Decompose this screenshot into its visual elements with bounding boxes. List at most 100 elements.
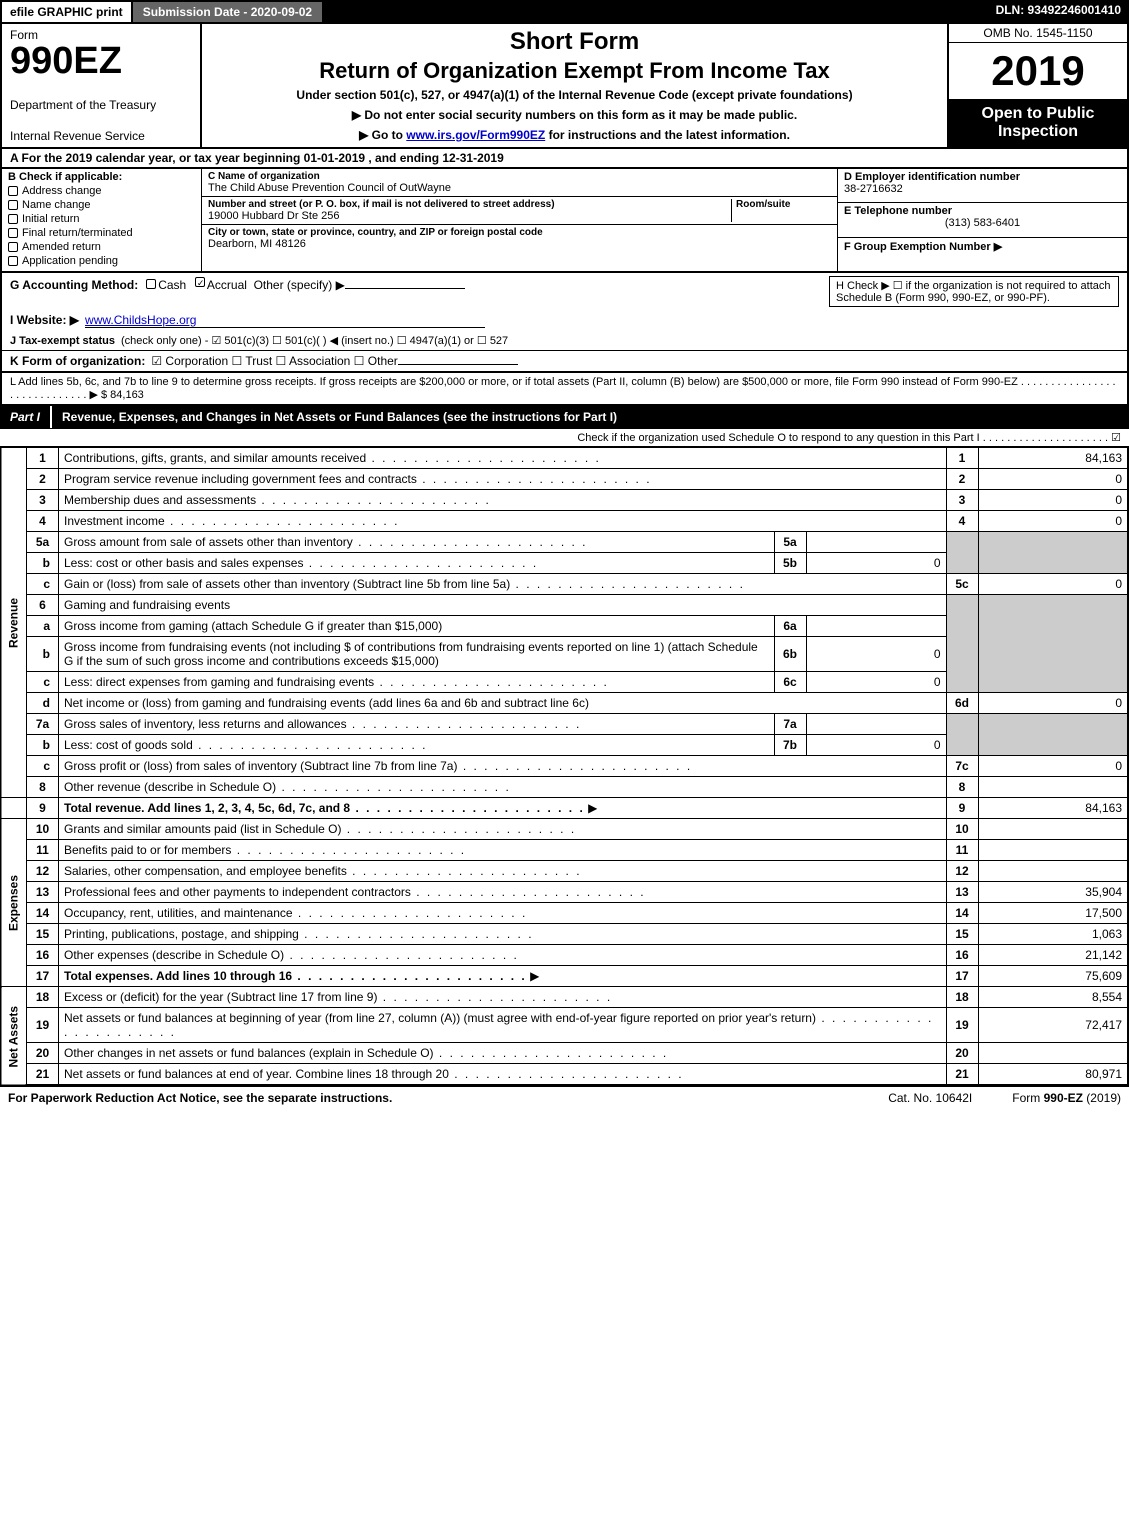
room-label: Room/suite [736, 199, 831, 210]
line-8-amount [978, 777, 1128, 798]
gray-cell [946, 595, 978, 693]
instructions-link-line: ▶ Go to www.irs.gov/Form990EZ for instru… [212, 128, 937, 142]
line-14-ref: 14 [946, 903, 978, 924]
line-12-ref: 12 [946, 861, 978, 882]
efile-print-label[interactable]: efile GRAPHIC print [0, 0, 133, 24]
line-6-desc: Gaming and fundraising events [59, 595, 947, 616]
line-11-desc: Benefits paid to or for members [64, 843, 466, 857]
phone-label: E Telephone number [844, 205, 1121, 217]
line-7c-amount: 0 [978, 756, 1128, 777]
line-5b-mini-val: 0 [806, 553, 946, 574]
line-4-amount: 0 [978, 511, 1128, 532]
line-9-amount: 84,163 [978, 798, 1128, 819]
line-17-desc: Total expenses. Add lines 10 through 16 [64, 969, 527, 983]
spacer [324, 0, 987, 24]
line-20-desc: Other changes in net assets or fund bala… [64, 1046, 668, 1060]
line-6a-desc: Gross income from gaming (attach Schedul… [59, 616, 775, 637]
chk-label: Final return/terminated [22, 227, 133, 239]
k-options: ☑ Corporation ☐ Trust ☐ Association ☐ Ot… [151, 354, 397, 368]
group-exemption-label: F Group Exemption Number ▶ [844, 241, 1002, 253]
line-15-ref: 15 [946, 924, 978, 945]
line-17-ref: 17 [946, 966, 978, 987]
chk-amended-return[interactable]: Amended return [8, 241, 195, 253]
line-5a-mini-val [806, 532, 946, 553]
section-l-gross-receipts: L Add lines 5b, 6c, and 7b to line 9 to … [0, 373, 1129, 406]
cash-label: Cash [158, 278, 186, 292]
form-meta-block: OMB No. 1545-1150 2019 Open to Public In… [947, 24, 1127, 147]
form-id-block: Form 990EZ Department of the Treasury In… [2, 24, 202, 147]
line-6a-mini-val [806, 616, 946, 637]
section-b-header: B Check if applicable: [8, 171, 195, 183]
part-1-tab: Part I [0, 406, 52, 428]
form-header: Form 990EZ Department of the Treasury In… [0, 24, 1129, 149]
website-link[interactable]: www.ChildsHope.org [85, 313, 485, 328]
part-1-title: Revenue, Expenses, and Changes in Net As… [52, 406, 1129, 428]
line-2-ref: 2 [946, 469, 978, 490]
org-name-label: C Name of organization [208, 171, 831, 182]
line-5c-amount: 0 [978, 574, 1128, 595]
line-21-desc: Net assets or fund balances at end of ye… [64, 1067, 684, 1081]
top-bar: efile GRAPHIC print Submission Date - 20… [0, 0, 1129, 24]
line-5c-ref: 5c [946, 574, 978, 595]
gray-cell [946, 714, 978, 756]
street-value: 19000 Hubbard Dr Ste 256 [208, 210, 731, 222]
ssn-warning: ▶ Do not enter social security numbers o… [212, 108, 937, 122]
line-3-desc: Membership dues and assessments [64, 493, 491, 507]
chk-application-pending[interactable]: Application pending [8, 255, 195, 267]
section-h-block: H Check ▶ ☐ if the organization is not r… [829, 276, 1119, 307]
line-16-amount: 21,142 [978, 945, 1128, 966]
phone-value: (313) 583-6401 [844, 217, 1121, 229]
k-other-input[interactable] [398, 364, 518, 365]
line-16-ref: 16 [946, 945, 978, 966]
gray-cell [1, 798, 27, 819]
line-6a-mini-num: 6a [774, 616, 806, 637]
line-20-ref: 20 [946, 1043, 978, 1064]
line-9-ref: 9 [946, 798, 978, 819]
chk-label: Amended return [22, 241, 101, 253]
line-1-amount: 84,163 [978, 448, 1128, 469]
j-note: (check only one) - [121, 335, 208, 347]
paperwork-notice: For Paperwork Reduction Act Notice, see … [8, 1091, 392, 1105]
part-1-table: Revenue 1 Contributions, gifts, grants, … [0, 447, 1129, 1086]
g-label: G Accounting Method: [10, 278, 138, 292]
line-15-amount: 1,063 [978, 924, 1128, 945]
line-5a-mini-num: 5a [774, 532, 806, 553]
line-21-ref: 21 [946, 1064, 978, 1086]
line-5b-mini-num: 5b [774, 553, 806, 574]
open-inspection-label: Open to Public Inspection [949, 99, 1127, 147]
revenue-section-label: Revenue [1, 448, 27, 798]
note2-pre: ▶ Go to [359, 128, 406, 142]
chk-name-change[interactable]: Name change [8, 199, 195, 211]
tax-year: 2019 [949, 43, 1127, 99]
ein-phone-block: D Employer identification number 38-2716… [837, 169, 1127, 271]
ein-value: 38-2716632 [844, 183, 1121, 195]
catalog-number: Cat. No. 10642I [888, 1091, 972, 1105]
chk-final-return[interactable]: Final return/terminated [8, 227, 195, 239]
irs-label: Internal Revenue Service [10, 129, 192, 143]
line-1-desc: Contributions, gifts, grants, and simila… [64, 451, 601, 465]
section-b-checkboxes: B Check if applicable: Address change Na… [2, 169, 202, 271]
chk-initial-return[interactable]: Initial return [8, 213, 195, 225]
netassets-section-label: Net Assets [1, 987, 27, 1086]
submission-date: Submission Date - 2020-09-02 [133, 0, 324, 24]
line-14-amount: 17,500 [978, 903, 1128, 924]
line-2-amount: 0 [978, 469, 1128, 490]
line-13-ref: 13 [946, 882, 978, 903]
line-7c-desc: Gross profit or (loss) from sales of inv… [64, 759, 692, 773]
line-5a-desc: Gross amount from sale of assets other t… [64, 535, 588, 549]
tax-period-line: A For the 2019 calendar year, or tax yea… [0, 149, 1129, 169]
line-18-amount: 8,554 [978, 987, 1128, 1008]
chk-label: Application pending [22, 255, 118, 267]
line-1-ref: 1 [946, 448, 978, 469]
chk-accrual[interactable] [195, 277, 205, 287]
l-amount: $ 84,163 [101, 389, 144, 401]
schedule-o-check-line: Check if the organization used Schedule … [0, 428, 1129, 447]
other-specify-input[interactable] [345, 288, 465, 289]
chk-address-change[interactable]: Address change [8, 185, 195, 197]
gray-cell [946, 532, 978, 574]
line-20-amount [978, 1043, 1128, 1064]
irs-instructions-link[interactable]: www.irs.gov/Form990EZ [406, 128, 545, 142]
chk-cash[interactable] [146, 279, 156, 289]
name-address-block: C Name of organization The Child Abuse P… [202, 169, 1127, 271]
line-12-amount [978, 861, 1128, 882]
